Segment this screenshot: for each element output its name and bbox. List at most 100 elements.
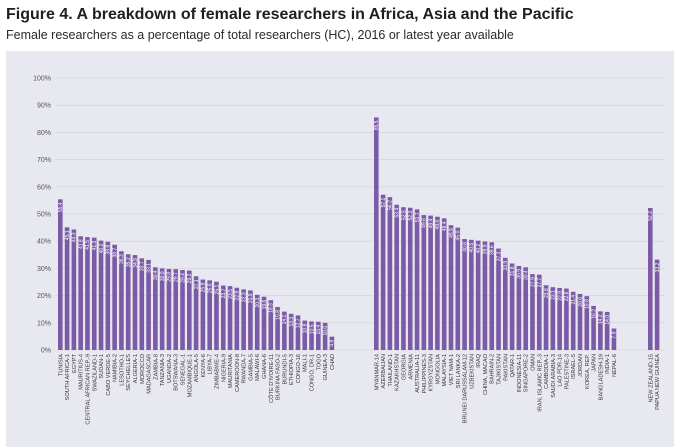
bar (98, 240, 104, 350)
bar-value-label: 27.7 (537, 277, 543, 287)
bar-value-label: 25.6 (207, 283, 213, 293)
bar (489, 242, 495, 350)
category-label: SRI LANKA-2 (456, 354, 462, 388)
category-label: KOREA, REP. (585, 354, 591, 389)
bar-value-label: 38.7 (112, 248, 118, 258)
bar-value-label: 37.3 (496, 251, 502, 261)
category-label: ZIMBABWE-4 (214, 354, 220, 389)
category-label: NEPAL-6 (612, 354, 618, 377)
bar (374, 117, 379, 350)
bar-value-label: 23.7 (221, 288, 227, 298)
bar-value-label: 39.9 (483, 244, 489, 254)
bar-value-label: 14.2 (598, 314, 604, 324)
bar-value-label: 27.1 (194, 279, 200, 289)
bar (394, 204, 399, 350)
bar (536, 274, 542, 350)
bar-value-label: 14.0 (605, 315, 611, 325)
category-label: TUNISIA (58, 354, 64, 376)
bar-value-label: 33.2 (655, 262, 661, 272)
bar-value-label: 19.6 (262, 299, 268, 309)
bar-value-label: 10.4 (316, 324, 322, 334)
bar (591, 305, 596, 350)
bar (91, 237, 97, 350)
bar-value-label: 52.5 (401, 210, 407, 220)
category-label: LESOTHO-1 (119, 354, 125, 386)
category-label: CHINA, MACAO (483, 353, 489, 395)
bar-value-label: 29.4 (180, 273, 186, 283)
bar (309, 321, 314, 350)
bar-value-label: 33.9 (503, 261, 509, 271)
bar-value-label: 52.3 (408, 211, 414, 221)
bar (85, 237, 90, 350)
bar-value-label: 39.6 (490, 245, 496, 255)
category-label: CAMEROON-8 (235, 354, 241, 392)
category-label: MONGOLIA (435, 354, 441, 384)
bar-value-label: 34.9 (133, 258, 139, 268)
category-label: BANGLADESH-19 (598, 354, 604, 400)
bar (503, 257, 508, 350)
bar-value-label: 4.9 (330, 339, 336, 346)
bar-value-label: 22.6 (564, 291, 570, 301)
bar (611, 328, 617, 350)
bar-value-label: 49.6 (422, 218, 428, 228)
bar (146, 259, 151, 350)
category-label: KAZAKHSTAN (395, 354, 401, 391)
category-label: SEYCHELLES (126, 354, 132, 391)
y-tick-label: 30% (37, 266, 51, 273)
category-label: MALI-1 (303, 354, 309, 372)
bar-value-label: 30.0 (160, 271, 166, 281)
category-label: GAMBIA-5 (248, 354, 254, 381)
category-label: ISRAEL-5 (571, 354, 577, 379)
bar (288, 313, 294, 350)
category-label: SENEGAL-1 (181, 354, 187, 385)
category-label: TOGO (316, 353, 322, 370)
bar (112, 244, 117, 350)
category-label: NEW ZEALAND-15 (648, 354, 654, 403)
bar (564, 288, 569, 350)
bar (329, 336, 335, 350)
category-label: SOUTH AFRICA-1 (65, 354, 71, 400)
bar (180, 270, 185, 350)
bar-value-label: 52.2 (648, 211, 654, 221)
category-label: OMAN (530, 354, 536, 371)
bar-value-label: 39.8 (106, 245, 112, 255)
category-label: THAILAND-1 (388, 354, 394, 387)
category-label: CHAD (330, 354, 336, 370)
bar (530, 274, 535, 350)
bar (282, 311, 287, 350)
bar (598, 311, 603, 350)
category-label: MOROCCO (140, 353, 146, 383)
category-label: TAJIKISTAN (497, 354, 503, 385)
bar-value-label: 53.4 (394, 208, 400, 218)
category-label: KYRGYZSTAN (429, 354, 435, 392)
bar-value-label: 18.3 (269, 303, 275, 313)
bar-value-label: 20.6 (578, 297, 584, 307)
bar (173, 269, 179, 350)
bar (543, 285, 549, 350)
bar-value-label: 30.9 (517, 269, 523, 279)
category-label: ALGERIA-1 (133, 354, 139, 383)
category-label: BURKINA FASO-2 (276, 354, 282, 400)
bar (295, 315, 301, 350)
bar (407, 207, 413, 350)
bar (234, 287, 240, 350)
bar (125, 254, 131, 350)
category-label: JORDAN (578, 354, 584, 377)
category-label: IRAQ (476, 353, 482, 367)
bar-value-label: 33.7 (140, 261, 146, 271)
category-label: GHANA-6 (262, 354, 268, 379)
bar (71, 229, 77, 350)
category-label: MOZAMBIQUE-1 (187, 354, 193, 397)
category-label: BRUNEI DARUSSALAM-12 (463, 354, 469, 423)
bar-value-label: 41.5 (85, 240, 91, 250)
category-label: JAPAN (592, 354, 598, 372)
category-label: RWANDA-7 (242, 354, 248, 384)
bar (187, 270, 192, 350)
bar-value-label: 57.1 (381, 197, 387, 207)
bar-value-label: 10.8 (303, 323, 309, 333)
category-label: ETHIOPIA-3 (289, 354, 295, 385)
category-label: AZERBAIJAN (381, 354, 387, 389)
bar (604, 311, 610, 350)
bar-value-label: 25.9 (201, 282, 207, 292)
bar (302, 320, 308, 350)
